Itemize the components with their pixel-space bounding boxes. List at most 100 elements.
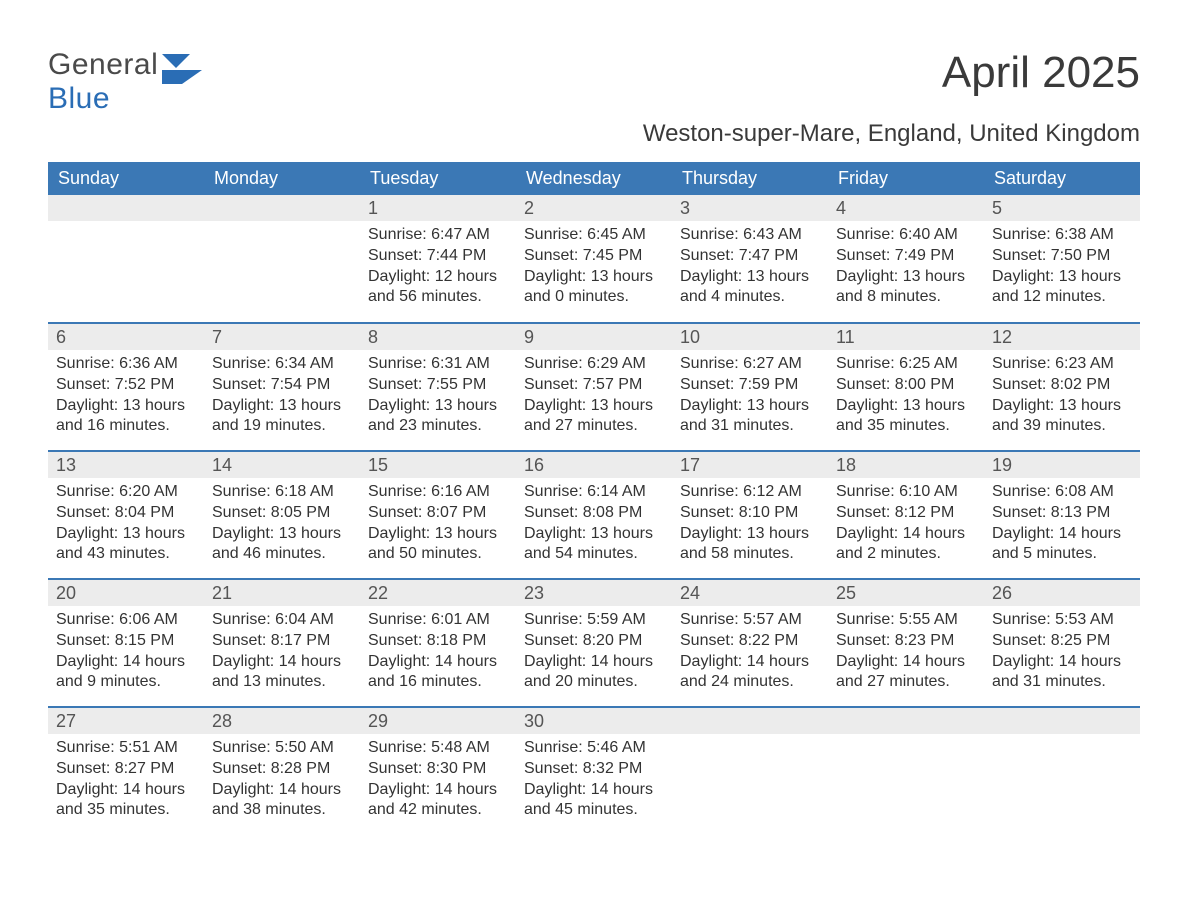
day-sunset: Sunset: 8:02 PM [992, 375, 1132, 396]
day-number: 7 [204, 324, 360, 350]
day-sunset: Sunset: 8:30 PM [368, 759, 508, 780]
day-daylight1: Daylight: 14 hours [992, 524, 1132, 545]
day-daylight2: and 12 minutes. [992, 287, 1132, 308]
day-daylight1: Daylight: 14 hours [56, 780, 196, 801]
day-data: Sunrise: 6:40 AMSunset: 7:49 PMDaylight:… [828, 221, 984, 312]
day-sunset: Sunset: 7:44 PM [368, 246, 508, 267]
day-number: 12 [984, 324, 1140, 350]
day-number: 2 [516, 195, 672, 221]
day-data: Sunrise: 6:16 AMSunset: 8:07 PMDaylight:… [360, 478, 516, 569]
day-number: 13 [48, 452, 204, 478]
day-daylight1: Daylight: 13 hours [524, 524, 664, 545]
day-number [48, 195, 204, 221]
day-sunrise: Sunrise: 5:55 AM [836, 610, 976, 631]
day-number: 18 [828, 452, 984, 478]
day-daylight2: and 50 minutes. [368, 544, 508, 565]
day-daylight2: and 23 minutes. [368, 416, 508, 437]
calendar-day-cell [48, 195, 204, 323]
day-sunset: Sunset: 7:45 PM [524, 246, 664, 267]
day-daylight1: Daylight: 14 hours [212, 780, 352, 801]
day-number: 28 [204, 708, 360, 734]
day-sunrise: Sunrise: 6:16 AM [368, 482, 508, 503]
day-data: Sunrise: 6:36 AMSunset: 7:52 PMDaylight:… [48, 350, 204, 441]
calendar-day-cell: 12Sunrise: 6:23 AMSunset: 8:02 PMDayligh… [984, 323, 1140, 451]
day-data: Sunrise: 6:45 AMSunset: 7:45 PMDaylight:… [516, 221, 672, 312]
day-daylight2: and 42 minutes. [368, 800, 508, 821]
day-sunset: Sunset: 8:04 PM [56, 503, 196, 524]
calendar-table: Sunday Monday Tuesday Wednesday Thursday… [48, 162, 1140, 835]
day-daylight2: and 58 minutes. [680, 544, 820, 565]
day-sunset: Sunset: 7:50 PM [992, 246, 1132, 267]
day-daylight2: and 39 minutes. [992, 416, 1132, 437]
day-data: Sunrise: 6:08 AMSunset: 8:13 PMDaylight:… [984, 478, 1140, 569]
day-sunset: Sunset: 7:52 PM [56, 375, 196, 396]
day-sunset: Sunset: 8:15 PM [56, 631, 196, 652]
day-sunrise: Sunrise: 6:34 AM [212, 354, 352, 375]
day-daylight2: and 27 minutes. [524, 416, 664, 437]
day-daylight2: and 16 minutes. [368, 672, 508, 693]
weekday-header: Sunday [48, 162, 204, 195]
calendar-day-cell [828, 707, 984, 835]
day-number [204, 195, 360, 221]
day-data [204, 221, 360, 229]
calendar-day-cell: 14Sunrise: 6:18 AMSunset: 8:05 PMDayligh… [204, 451, 360, 579]
day-sunset: Sunset: 8:25 PM [992, 631, 1132, 652]
day-data: Sunrise: 6:14 AMSunset: 8:08 PMDaylight:… [516, 478, 672, 569]
logo-text-general: General [48, 48, 158, 81]
day-number: 8 [360, 324, 516, 350]
day-sunrise: Sunrise: 6:25 AM [836, 354, 976, 375]
day-daylight1: Daylight: 13 hours [836, 396, 976, 417]
day-data: Sunrise: 6:04 AMSunset: 8:17 PMDaylight:… [204, 606, 360, 697]
day-sunrise: Sunrise: 6:47 AM [368, 225, 508, 246]
day-daylight1: Daylight: 14 hours [992, 652, 1132, 673]
calendar-day-cell: 7Sunrise: 6:34 AMSunset: 7:54 PMDaylight… [204, 323, 360, 451]
day-number: 24 [672, 580, 828, 606]
day-daylight1: Daylight: 14 hours [368, 652, 508, 673]
calendar-day-cell: 30Sunrise: 5:46 AMSunset: 8:32 PMDayligh… [516, 707, 672, 835]
logo: General Blue [48, 48, 210, 116]
calendar-day-cell: 29Sunrise: 5:48 AMSunset: 8:30 PMDayligh… [360, 707, 516, 835]
day-data: Sunrise: 6:47 AMSunset: 7:44 PMDaylight:… [360, 221, 516, 312]
day-data: Sunrise: 6:29 AMSunset: 7:57 PMDaylight:… [516, 350, 672, 441]
calendar-day-cell: 23Sunrise: 5:59 AMSunset: 8:20 PMDayligh… [516, 579, 672, 707]
day-daylight2: and 27 minutes. [836, 672, 976, 693]
day-daylight2: and 35 minutes. [836, 416, 976, 437]
day-number: 29 [360, 708, 516, 734]
calendar-week-row: 20Sunrise: 6:06 AMSunset: 8:15 PMDayligh… [48, 579, 1140, 707]
calendar-week-row: 13Sunrise: 6:20 AMSunset: 8:04 PMDayligh… [48, 451, 1140, 579]
day-sunrise: Sunrise: 5:59 AM [524, 610, 664, 631]
day-daylight1: Daylight: 14 hours [836, 524, 976, 545]
day-daylight1: Daylight: 14 hours [680, 652, 820, 673]
day-daylight2: and 5 minutes. [992, 544, 1132, 565]
weekday-header: Saturday [984, 162, 1140, 195]
day-number: 16 [516, 452, 672, 478]
day-daylight1: Daylight: 13 hours [680, 396, 820, 417]
day-data: Sunrise: 5:59 AMSunset: 8:20 PMDaylight:… [516, 606, 672, 697]
calendar-week-row: 27Sunrise: 5:51 AMSunset: 8:27 PMDayligh… [48, 707, 1140, 835]
day-sunset: Sunset: 8:13 PM [992, 503, 1132, 524]
day-sunrise: Sunrise: 6:18 AM [212, 482, 352, 503]
day-daylight1: Daylight: 13 hours [524, 267, 664, 288]
calendar-day-cell: 27Sunrise: 5:51 AMSunset: 8:27 PMDayligh… [48, 707, 204, 835]
day-sunset: Sunset: 8:28 PM [212, 759, 352, 780]
day-sunset: Sunset: 7:47 PM [680, 246, 820, 267]
day-sunrise: Sunrise: 6:08 AM [992, 482, 1132, 503]
day-daylight2: and 13 minutes. [212, 672, 352, 693]
day-sunset: Sunset: 8:08 PM [524, 503, 664, 524]
day-daylight1: Daylight: 13 hours [212, 396, 352, 417]
location-subtitle: Weston-super-Mare, England, United Kingd… [48, 120, 1140, 148]
day-sunrise: Sunrise: 6:43 AM [680, 225, 820, 246]
day-sunset: Sunset: 8:10 PM [680, 503, 820, 524]
calendar-day-cell: 19Sunrise: 6:08 AMSunset: 8:13 PMDayligh… [984, 451, 1140, 579]
day-sunset: Sunset: 7:59 PM [680, 375, 820, 396]
day-data: Sunrise: 5:46 AMSunset: 8:32 PMDaylight:… [516, 734, 672, 825]
day-daylight2: and 20 minutes. [524, 672, 664, 693]
day-daylight2: and 0 minutes. [524, 287, 664, 308]
day-sunrise: Sunrise: 6:12 AM [680, 482, 820, 503]
calendar-day-cell [204, 195, 360, 323]
day-daylight2: and 9 minutes. [56, 672, 196, 693]
day-daylight2: and 8 minutes. [836, 287, 976, 308]
weekday-header: Monday [204, 162, 360, 195]
day-sunset: Sunset: 7:57 PM [524, 375, 664, 396]
calendar-day-cell: 8Sunrise: 6:31 AMSunset: 7:55 PMDaylight… [360, 323, 516, 451]
